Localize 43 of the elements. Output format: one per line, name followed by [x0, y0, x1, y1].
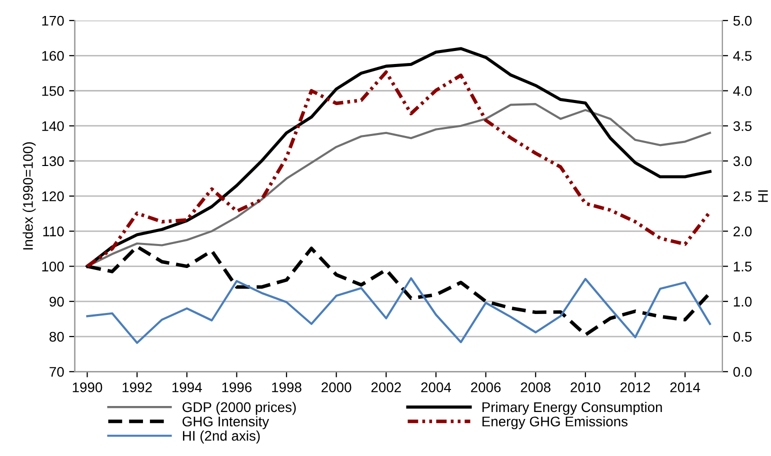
y-tick-label: 110 [43, 226, 64, 236]
y2-tick-label: 0.0 [733, 366, 752, 377]
x-tick-label: 2004 [421, 382, 452, 392]
x-tick-label: 2010 [570, 382, 600, 392]
x-tick-label: 2012 [620, 382, 650, 392]
legend-label: HI (2nd axis) [183, 430, 260, 444]
legend-label: GHG Intensity [182, 416, 270, 430]
y-tick-label: 130 [42, 156, 64, 166]
y2-tick-label: 4.0 [733, 86, 752, 96]
y2-axis-title: HI [758, 190, 768, 202]
y-tick-label: 170 [42, 16, 64, 26]
y-tick-label: 70 [50, 366, 64, 377]
y2-tick-label: 2.5 [734, 191, 752, 202]
x-tick-label: 1992 [122, 382, 152, 392]
y-tick-label: 140 [42, 121, 64, 132]
y-tick-label: 90 [50, 296, 64, 307]
y2-tick-label: 5.0 [733, 16, 752, 26]
y2-tick-label: 3.0 [733, 156, 752, 166]
y-tick-label: 160 [42, 50, 64, 61]
x-tick-label: 1996 [222, 382, 252, 392]
x-tick-label: 1990 [72, 382, 102, 392]
x-tick-label: 2008 [520, 382, 550, 392]
x-tick-label: 1994 [172, 382, 202, 392]
line-series [86, 277, 712, 344]
x-tick-label: 2014 [670, 382, 700, 392]
y-tick-label: 100 [42, 262, 64, 272]
y-tick-label: 150 [42, 86, 64, 96]
x-tick-label: 2002 [371, 382, 401, 392]
y2-tick-label: 1.0 [734, 296, 752, 307]
legend-label: Primary Energy Consumption [482, 402, 662, 415]
y2-tick-label: 2.0 [734, 226, 752, 236]
y-tick-label: 120 [42, 191, 64, 202]
y2-tick-label: 1.5 [734, 262, 752, 272]
y-tick-label: 80 [50, 332, 64, 342]
x-tick-label: 2000 [322, 382, 352, 392]
y2-tick-label: 3.5 [733, 121, 752, 132]
legend-label: GDP (2000 prices) [182, 402, 296, 415]
y2-tick-label: 4.5 [733, 51, 752, 61]
legend-label: Energy GHG Emissions [482, 416, 628, 430]
x-tick-label: 1998 [272, 382, 302, 392]
x-tick-label: 2006 [471, 382, 501, 392]
y-axis-title: Index (1990=100) [22, 142, 36, 250]
y2-tick-label: 0.5 [733, 332, 752, 342]
